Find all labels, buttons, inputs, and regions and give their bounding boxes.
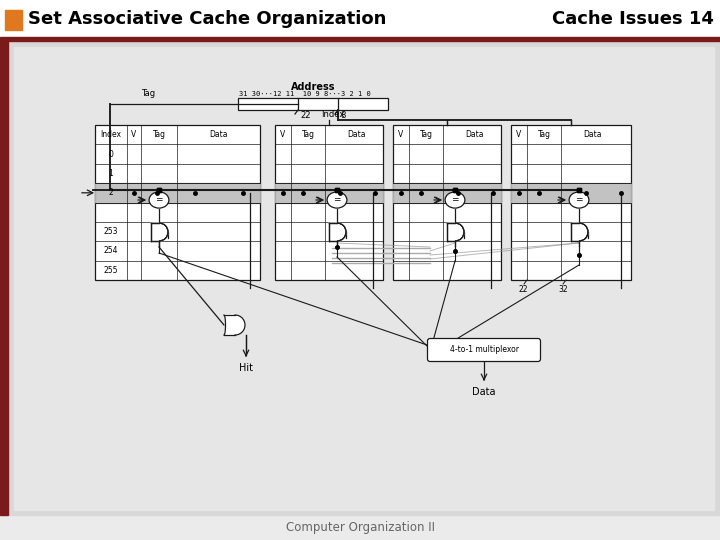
Bar: [275, 125, 383, 280]
Text: Data: Data: [472, 387, 496, 397]
Text: Tag: Tag: [538, 130, 551, 139]
Text: V: V: [516, 130, 521, 139]
Bar: [0, 41, 8, 515]
Polygon shape: [571, 223, 588, 241]
Text: Set Associative Cache Organization: Set Associative Cache Organization: [28, 10, 387, 28]
Polygon shape: [224, 315, 245, 335]
Text: 254: 254: [104, 246, 118, 255]
Bar: [0, 0, 720, 37]
Text: =: =: [333, 195, 341, 205]
Text: 32: 32: [558, 285, 568, 294]
Text: V: V: [398, 130, 404, 139]
Text: Hit: Hit: [239, 363, 253, 373]
Polygon shape: [151, 223, 168, 241]
Bar: [393, 125, 501, 280]
Text: =: =: [575, 195, 582, 205]
Text: Data: Data: [584, 130, 602, 139]
Polygon shape: [447, 223, 464, 241]
Bar: [95, 183, 260, 202]
Text: 22: 22: [300, 111, 310, 120]
Bar: [5, 10, 22, 30]
Bar: [0, 37, 720, 41]
Text: Data: Data: [466, 130, 485, 139]
Text: 22: 22: [518, 285, 528, 294]
Ellipse shape: [149, 192, 169, 208]
Text: 4-to-1 multiplexor: 4-to-1 multiplexor: [449, 346, 518, 354]
Text: 31 30···12 11  10 9 8···3 2 1 0: 31 30···12 11 10 9 8···3 2 1 0: [239, 91, 371, 97]
Text: V: V: [280, 130, 286, 139]
Text: Tag: Tag: [153, 130, 166, 139]
Ellipse shape: [327, 192, 347, 208]
Text: Data: Data: [348, 130, 366, 139]
Ellipse shape: [569, 192, 589, 208]
Bar: [275, 183, 383, 202]
Bar: [95, 125, 260, 280]
Bar: [238, 98, 388, 110]
Text: Index: Index: [321, 110, 345, 119]
Bar: [511, 183, 631, 202]
Text: Cache Issues 14: Cache Issues 14: [552, 10, 714, 28]
Bar: [511, 125, 631, 280]
Ellipse shape: [445, 192, 465, 208]
Text: Computer Organization II: Computer Organization II: [286, 521, 434, 534]
Text: 2: 2: [109, 188, 113, 197]
Text: 255: 255: [104, 266, 118, 275]
Bar: [8, 41, 720, 515]
Text: =: =: [156, 195, 163, 205]
Bar: [14, 47, 714, 510]
FancyBboxPatch shape: [428, 339, 541, 361]
Bar: [393, 183, 501, 202]
Text: 1: 1: [109, 169, 113, 178]
Polygon shape: [329, 223, 346, 241]
Text: =: =: [451, 195, 459, 205]
Text: V: V: [131, 130, 137, 139]
Text: 0: 0: [109, 150, 114, 159]
Text: Tag: Tag: [141, 89, 155, 98]
Text: Tag: Tag: [420, 130, 433, 139]
Text: Index: Index: [101, 130, 122, 139]
Text: Data: Data: [209, 130, 228, 139]
Text: 8: 8: [340, 111, 346, 120]
Text: Address: Address: [291, 82, 336, 92]
Text: Tag: Tag: [302, 130, 315, 139]
Text: 253: 253: [104, 227, 118, 236]
